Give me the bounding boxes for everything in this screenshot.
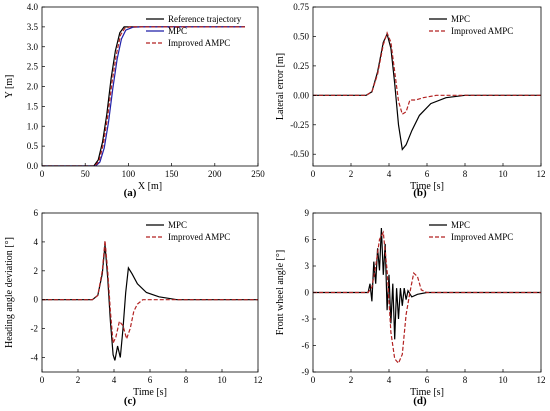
panel-label: (c) <box>124 395 137 407</box>
legend-entry: Improved AMPC <box>451 232 513 242</box>
series-line-1 <box>313 227 541 340</box>
legend: MPC Improved AMPC <box>146 220 230 242</box>
y-tick-label: 1.5 <box>27 101 39 111</box>
y-tick-label: 0.75 <box>293 2 309 12</box>
x-tick-label: 0 <box>40 375 45 385</box>
x-axis-label: Time [s] <box>410 181 444 192</box>
y-tick-label: -9 <box>302 367 310 377</box>
x-tick-label: 2 <box>349 375 354 385</box>
y-tick-label: -2 <box>31 324 39 334</box>
x-tick-label: 150 <box>165 169 179 179</box>
x-tick-label: 12 <box>537 375 546 385</box>
y-tick-label: 9 <box>305 208 310 218</box>
legend: MPC Improved AMPC <box>429 14 513 36</box>
x-tick-label: 0 <box>311 375 316 385</box>
y-tick-label: -0.50 <box>290 149 309 159</box>
legend-entry: MPC <box>168 26 187 36</box>
legend-entry: Reference trajectory <box>168 14 242 24</box>
series-group <box>42 26 245 166</box>
chart-panel-4: 0 2 4 6 8 10 12 -9 -6 -3 0 3 6 9 Time [s] Front wheel a… <box>275 208 546 407</box>
x-tick-label: 250 <box>251 169 265 179</box>
y-tick-label: -0.25 <box>290 120 309 130</box>
series-line-1 <box>42 26 245 166</box>
legend-entry: MPC <box>451 14 470 24</box>
panel-label: (a) <box>124 187 137 199</box>
y-tick-label: 0.50 <box>293 31 309 41</box>
legend-entry: MPC <box>168 220 187 230</box>
legend: MPC Improved AMPC <box>429 220 513 242</box>
legend-entry: Improved AMPC <box>451 26 513 36</box>
x-tick-label: 2 <box>76 375 81 385</box>
x-tick-label: 8 <box>463 169 468 179</box>
y-tick-label: 3.5 <box>27 22 39 32</box>
chart-panel-3: 0 2 4 6 8 10 12 -4 -2 0 2 4 6 Time [s] Heading angle d… <box>4 208 263 407</box>
x-tick-label: 10 <box>218 375 228 385</box>
y-tick-label: 2.5 <box>27 62 39 72</box>
y-tick-label: 4.0 <box>27 2 39 12</box>
series-line-2 <box>42 240 258 346</box>
legend-entry: Improved AMPC <box>168 38 230 48</box>
y-tick-label: 6 <box>34 208 39 218</box>
y-tick-label: -4 <box>31 353 39 363</box>
y-axis-label: Y [m] <box>4 75 15 99</box>
series-line-2 <box>313 31 541 116</box>
y-tick-label: 0 <box>34 295 39 305</box>
series-line-2 <box>313 230 541 365</box>
series-line-3 <box>42 26 245 166</box>
y-axis-label: Heading angle deviation [°] <box>4 237 15 348</box>
x-tick-label: 50 <box>81 169 91 179</box>
x-tick-label: 4 <box>387 169 392 179</box>
chart-panel-2: 0 2 4 6 8 10 12 -0.50 -0.25 0.00 0.25 0.50 0.75 Time … <box>275 2 546 199</box>
x-axis-label: Time [s] <box>410 387 444 398</box>
x-tick-label: 10 <box>499 169 509 179</box>
series-line-1 <box>42 244 258 361</box>
x-tick-label: 0 <box>40 169 45 179</box>
y-tick-label: 3.0 <box>27 42 39 52</box>
y-axis-label: Lateral error [m] <box>275 53 286 120</box>
panel-label: (d) <box>413 395 427 407</box>
x-tick-label: 8 <box>463 375 468 385</box>
x-tick-label: 6 <box>148 375 153 385</box>
x-tick-label: 4 <box>387 375 392 385</box>
chart-panel-1: 0 50 100 150 200 250 0.0 0.5 1.0 1.5 2.0 2.5 3.0 3.5 4… <box>4 2 265 199</box>
x-axis-label: X [m] <box>138 181 162 192</box>
y-tick-label: 0.00 <box>293 90 309 100</box>
y-tick-label: 0.5 <box>27 141 39 151</box>
x-tick-label: 4 <box>112 375 117 385</box>
x-axis-label: Time [s] <box>133 387 167 398</box>
y-tick-label: 2 <box>34 266 39 276</box>
x-tick-label: 12 <box>537 169 546 179</box>
y-tick-label: -3 <box>302 314 310 324</box>
x-tick-label: 6 <box>425 375 430 385</box>
x-tick-label: 6 <box>425 169 430 179</box>
legend-entry: Improved AMPC <box>168 232 230 242</box>
x-tick-label: 12 <box>254 375 263 385</box>
y-tick-label: 0.25 <box>293 61 309 71</box>
y-axis-label: Front wheel angle [°] <box>275 250 286 335</box>
y-tick-label: -6 <box>302 341 310 351</box>
x-tick-label: 100 <box>122 169 136 179</box>
series-group <box>313 227 541 365</box>
legend-entry: MPC <box>451 220 470 230</box>
y-tick-label: 1.0 <box>27 121 39 131</box>
x-tick-label: 2 <box>349 169 354 179</box>
panel-label: (b) <box>413 187 427 199</box>
series-group <box>42 240 258 361</box>
y-tick-label: 0 <box>305 288 310 298</box>
y-tick-label: 4 <box>34 237 39 247</box>
x-tick-label: 8 <box>184 375 189 385</box>
y-tick-label: 6 <box>305 235 310 245</box>
legend: Reference trajectory MPC Improved AMPC <box>146 14 242 48</box>
y-tick-label: 3 <box>305 261 310 271</box>
y-tick-label: 0.0 <box>27 161 39 171</box>
series-line-1 <box>313 32 541 151</box>
x-tick-label: 0 <box>311 169 316 179</box>
y-tick-label: 2.0 <box>27 82 39 92</box>
series-group <box>313 31 541 151</box>
x-tick-label: 10 <box>499 375 509 385</box>
x-tick-label: 200 <box>208 169 222 179</box>
